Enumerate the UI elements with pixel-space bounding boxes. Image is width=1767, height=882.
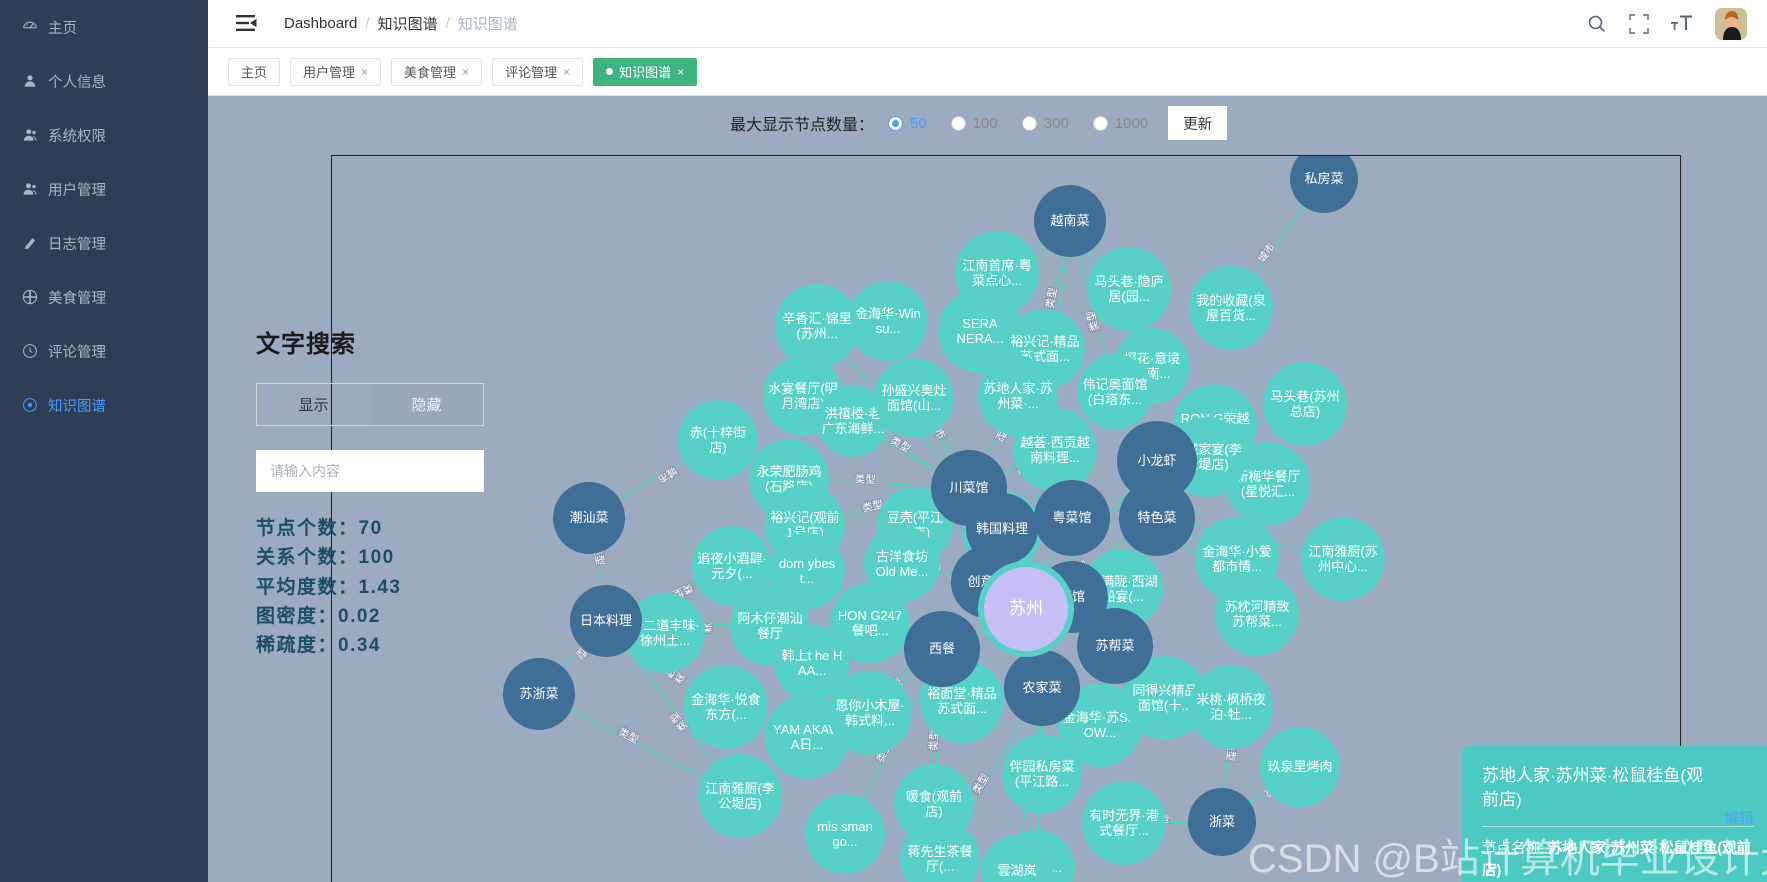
svg-text:类型: 类型 (854, 472, 876, 486)
svg-text:城市: 城市 (1255, 241, 1278, 266)
svg-text:类型: 类型 (970, 771, 992, 796)
svg-text:城市: 城市 (655, 464, 680, 486)
svg-text:类型: 类型 (1043, 286, 1060, 309)
svg-text:类型: 类型 (616, 725, 641, 746)
